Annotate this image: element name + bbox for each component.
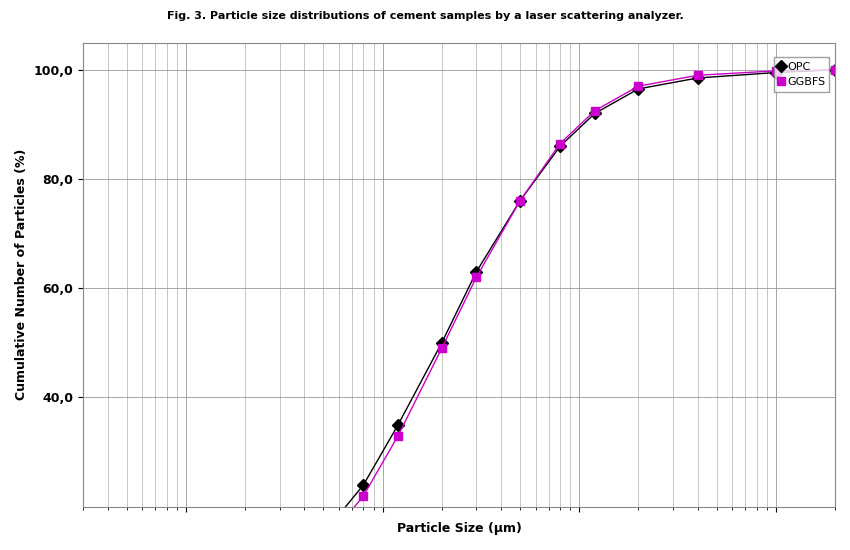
OPC <box>633 86 643 92</box>
OPC <box>555 143 565 150</box>
GGBFS <box>515 197 525 204</box>
OPC <box>590 110 600 117</box>
GGBFS <box>830 67 840 73</box>
Line: OPC: OPC <box>104 65 839 550</box>
OPC <box>771 69 781 76</box>
Text: Fig. 3. Particle size distributions of cement samples by a laser scattering anal: Fig. 3. Particle size distributions of c… <box>167 11 683 21</box>
Y-axis label: Cumulative Number of Particles (%): Cumulative Number of Particles (%) <box>15 149 28 400</box>
GGBFS <box>555 140 565 147</box>
OPC <box>471 268 481 275</box>
OPC <box>359 482 369 488</box>
OPC <box>393 421 403 428</box>
GGBFS <box>771 68 781 74</box>
OPC <box>318 531 328 537</box>
OPC <box>437 339 447 346</box>
Legend: OPC, GGBFS: OPC, GGBFS <box>774 57 830 92</box>
OPC <box>693 75 703 81</box>
X-axis label: Particle Size (μm): Particle Size (μm) <box>397 522 521 535</box>
GGBFS <box>693 72 703 79</box>
OPC <box>830 67 840 73</box>
OPC <box>515 197 525 204</box>
GGBFS <box>633 83 643 90</box>
Line: GGBFS: GGBFS <box>104 65 839 550</box>
GGBFS <box>590 107 600 114</box>
GGBFS <box>393 432 403 439</box>
GGBFS <box>471 274 481 280</box>
GGBFS <box>318 542 328 548</box>
GGBFS <box>437 345 447 351</box>
GGBFS <box>359 492 369 499</box>
